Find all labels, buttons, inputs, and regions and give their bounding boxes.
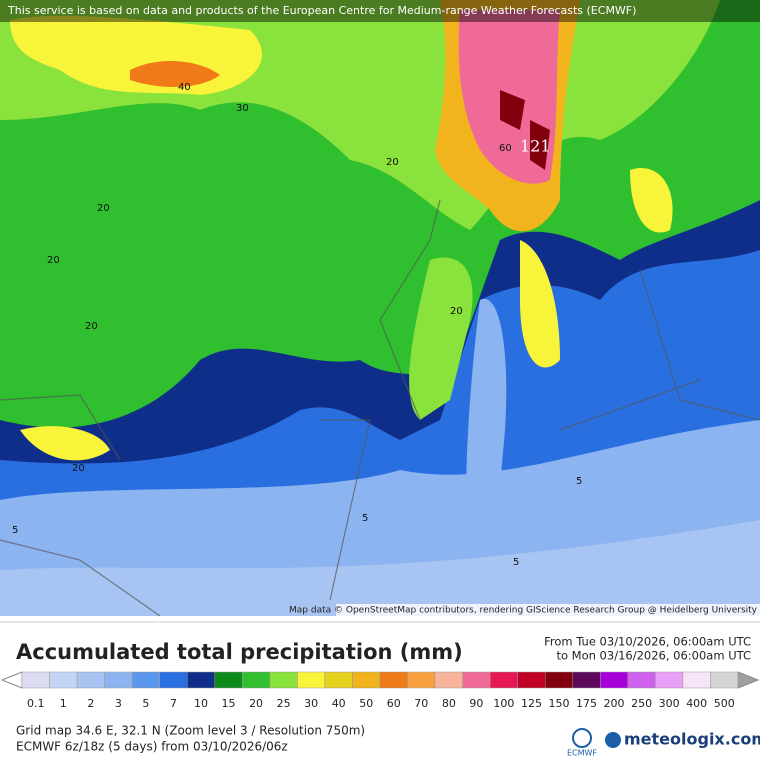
scale-swatch <box>517 671 546 689</box>
scale-label: 2 <box>87 697 94 710</box>
scale-swatch <box>269 671 298 689</box>
ecmwf-logo: ECMWF <box>567 749 597 758</box>
contour-label: 5 <box>513 557 519 568</box>
scale-label: 30 <box>304 697 318 710</box>
scale-swatch <box>434 671 463 689</box>
scale-swatch <box>655 671 684 689</box>
scale-swatch <box>76 671 105 689</box>
scale-swatch <box>627 671 656 689</box>
scale-swatch <box>379 671 408 689</box>
scale-label: 7 <box>170 697 177 710</box>
scale-swatch <box>352 671 381 689</box>
scale-swatch <box>324 671 353 689</box>
scale-swatch <box>600 671 629 689</box>
scale-label: 400 <box>686 697 707 710</box>
model-info: ECMWF 6z/18z (5 days) from 03/10/2026/06… <box>16 740 288 754</box>
scale-label: 10 <box>194 697 208 710</box>
contour-label: 40 <box>178 82 191 93</box>
scale-swatch <box>186 671 216 689</box>
scale-swatch <box>572 671 601 689</box>
scale-label: 25 <box>277 697 291 710</box>
scale-swatch <box>297 671 326 689</box>
contour-label: 20 <box>47 255 60 266</box>
contour-labels: 40 30 20 20 20 20 20 60 121 20 5 5 5 5 <box>12 82 582 568</box>
color-scale: 0.1 1 2 3 5 7 10 15 20 25 30 40 50 60 70 80 90 100 125 150 1… <box>0 671 760 710</box>
contour-label: 20 <box>386 157 399 168</box>
scale-swatch <box>407 671 436 689</box>
scale-label: 60 <box>387 697 401 710</box>
scale-label: 5 <box>142 697 149 710</box>
scale-label: 175 <box>576 697 597 710</box>
contour-label: 20 <box>85 321 98 332</box>
contour-label: 5 <box>362 513 368 524</box>
map-credit: Map data © OpenStreetMap contributors, r… <box>289 606 758 616</box>
scale-label: 250 <box>631 697 652 710</box>
grid-info: Grid map 34.6 E, 32.1 N (Zoom level 3 / … <box>16 724 365 738</box>
scale-label: 1 <box>60 697 67 710</box>
scale-label: 15 <box>222 697 236 710</box>
scale-swatch <box>131 671 160 689</box>
contour-label: 5 <box>12 525 18 536</box>
scale-swatch <box>104 671 133 689</box>
scale-swatch <box>214 671 243 689</box>
contour-label: 30 <box>236 103 249 114</box>
legend-title: Accumulated total precipitation (mm) <box>16 640 463 664</box>
scale-label: 70 <box>414 697 428 710</box>
max-label: 121 <box>520 137 551 156</box>
contour-label: 20 <box>72 463 85 474</box>
scale-label: 300 <box>659 697 680 710</box>
contour-label: 60 <box>499 143 512 154</box>
scale-swatch <box>544 671 574 689</box>
scale-label: 20 <box>249 697 263 710</box>
scale-label: 200 <box>604 697 625 710</box>
scale-label: 100 <box>493 697 514 710</box>
scale-swatch <box>710 671 739 689</box>
contour-label: 20 <box>450 306 463 317</box>
scale-swatch <box>682 671 711 689</box>
period-to: to Mon 03/16/2026, 06:00am UTC <box>556 649 751 663</box>
contour-label: 20 <box>97 203 110 214</box>
scale-swatch <box>159 671 188 689</box>
scale-label: 3 <box>115 697 122 710</box>
scale-label: 80 <box>442 697 456 710</box>
attribution: This service is based on data and produc… <box>7 4 636 17</box>
scale-swatch <box>489 671 518 689</box>
scale-label: 500 <box>714 697 735 710</box>
contour-label: 5 <box>576 476 582 487</box>
period-from: From Tue 03/10/2026, 06:00am UTC <box>544 635 751 649</box>
scale-label: 150 <box>549 697 570 710</box>
scale-label: 125 <box>521 697 542 710</box>
scale-swatch <box>462 671 491 689</box>
scale-label: 0.1 <box>27 697 45 710</box>
scale-swatch <box>49 671 78 689</box>
scale-label: 40 <box>332 697 346 710</box>
brand: meteologix.com <box>624 730 760 749</box>
scale-swatch <box>21 671 50 689</box>
scale-label: 50 <box>359 697 373 710</box>
map: This service is based on data and produc… <box>0 0 760 617</box>
scale-label: 90 <box>469 697 483 710</box>
scale-swatch <box>242 671 271 689</box>
